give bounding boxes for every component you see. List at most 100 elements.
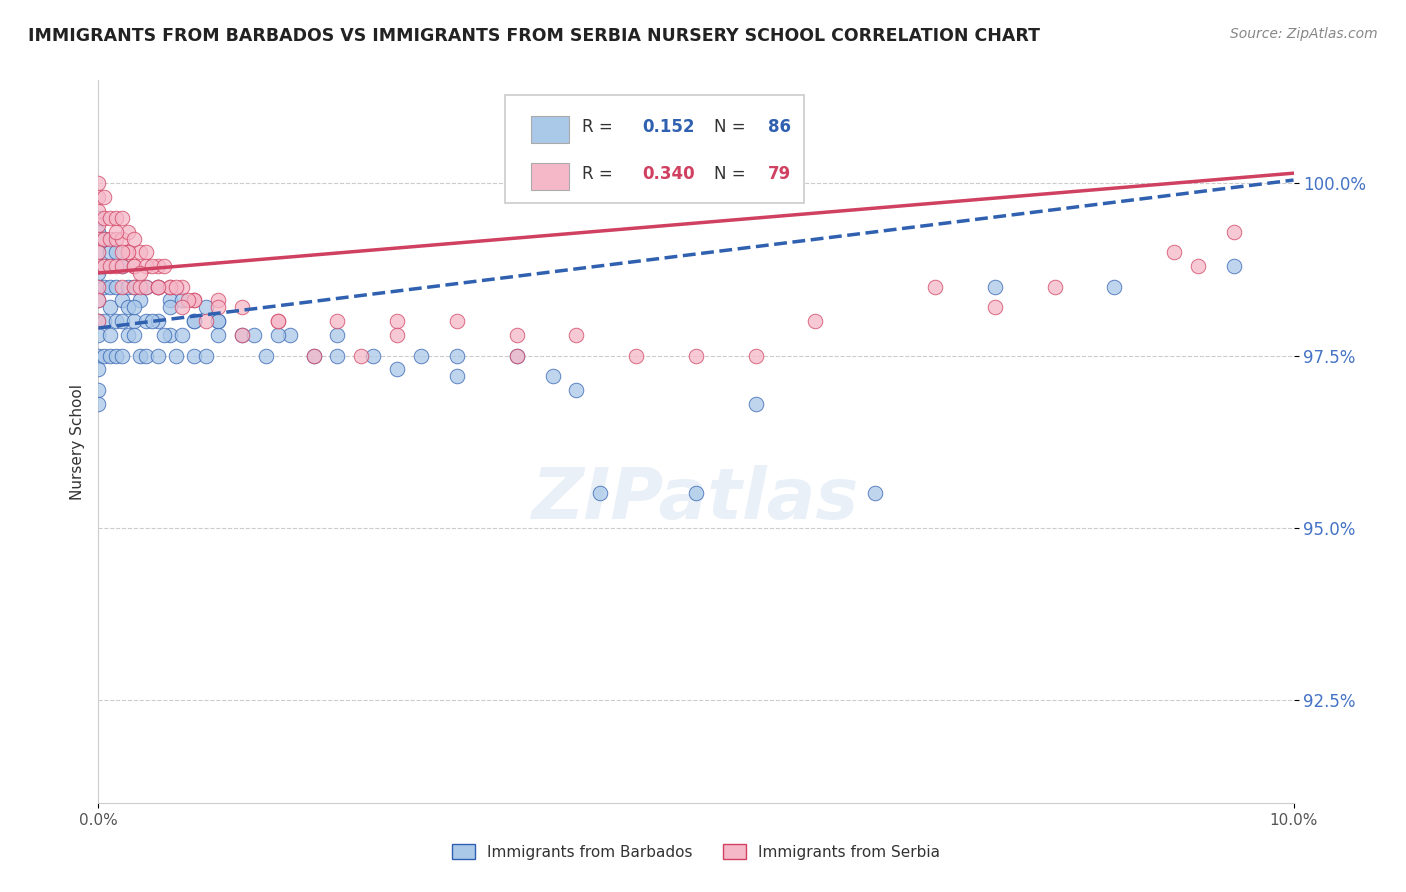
Point	[148, 314, 170, 328]
Point	[93, 231, 115, 245]
Point	[326, 314, 349, 328]
Point	[87, 293, 110, 308]
Point	[385, 362, 409, 376]
Point	[302, 349, 325, 363]
Point	[207, 293, 229, 308]
Point	[1043, 279, 1066, 293]
Point	[172, 327, 194, 342]
Point	[87, 245, 110, 260]
Point	[165, 279, 187, 293]
Point	[87, 211, 110, 225]
Point	[98, 231, 122, 245]
Point	[98, 327, 122, 342]
Text: 79: 79	[768, 165, 792, 183]
Point	[124, 231, 146, 245]
Point	[111, 293, 134, 308]
Point	[124, 314, 146, 328]
Point	[129, 349, 152, 363]
Point	[135, 245, 157, 260]
Point	[111, 279, 134, 293]
Point	[685, 349, 707, 363]
Point	[105, 259, 128, 273]
Point	[243, 327, 266, 342]
Point	[326, 327, 349, 342]
Point	[87, 314, 110, 328]
Point	[159, 293, 181, 308]
Text: 0.152: 0.152	[643, 119, 695, 136]
Point	[87, 266, 110, 280]
Point	[1104, 279, 1126, 293]
Point	[129, 245, 152, 260]
Point	[302, 349, 325, 363]
Point	[183, 314, 205, 328]
Text: N =: N =	[714, 165, 751, 183]
Point	[105, 349, 128, 363]
Point	[111, 314, 134, 328]
Point	[93, 314, 115, 328]
Point	[124, 279, 146, 293]
Point	[111, 349, 134, 363]
Point	[129, 293, 152, 308]
Point	[385, 314, 409, 328]
Point	[117, 245, 139, 260]
Point	[87, 362, 110, 376]
Point	[172, 293, 194, 308]
Point	[565, 383, 588, 397]
Point	[105, 245, 128, 260]
Point	[231, 327, 253, 342]
Point	[165, 349, 187, 363]
Point	[148, 279, 170, 293]
Point	[87, 349, 110, 363]
Point	[87, 327, 110, 342]
Point	[124, 301, 146, 315]
Text: 86: 86	[768, 119, 790, 136]
Point	[231, 301, 253, 315]
Point	[207, 301, 229, 315]
Point	[111, 245, 134, 260]
Point	[745, 397, 768, 411]
Point	[93, 259, 115, 273]
Point	[446, 349, 468, 363]
Point	[446, 369, 468, 384]
Point	[363, 349, 385, 363]
Point	[135, 314, 157, 328]
Point	[385, 327, 409, 342]
Point	[87, 383, 110, 397]
Text: N =: N =	[714, 119, 751, 136]
Point	[589, 486, 612, 500]
Point	[135, 279, 157, 293]
Point	[541, 369, 564, 384]
Point	[153, 327, 176, 342]
Point	[111, 259, 134, 273]
Point	[87, 177, 110, 191]
Point	[159, 301, 181, 315]
Point	[98, 279, 122, 293]
Point	[207, 314, 229, 328]
Point	[135, 349, 157, 363]
Legend: Immigrants from Barbados, Immigrants from Serbia: Immigrants from Barbados, Immigrants fro…	[444, 836, 948, 867]
Point	[254, 349, 277, 363]
Point	[159, 279, 181, 293]
Point	[183, 293, 205, 308]
Point	[148, 279, 170, 293]
FancyBboxPatch shape	[505, 95, 804, 203]
Point	[148, 279, 170, 293]
Point	[98, 245, 122, 260]
Point	[98, 349, 122, 363]
Point	[98, 259, 122, 273]
Point	[153, 259, 176, 273]
Point	[506, 327, 529, 342]
Point	[111, 231, 134, 245]
Point	[135, 279, 157, 293]
Point	[93, 211, 115, 225]
Point	[87, 259, 110, 273]
Text: Source: ZipAtlas.com: Source: ZipAtlas.com	[1230, 27, 1378, 41]
Text: 0.340: 0.340	[643, 165, 695, 183]
Point	[87, 245, 110, 260]
Point	[111, 259, 134, 273]
Point	[984, 301, 1007, 315]
Point	[446, 314, 468, 328]
Point	[183, 349, 205, 363]
Point	[565, 327, 588, 342]
Point	[159, 279, 181, 293]
